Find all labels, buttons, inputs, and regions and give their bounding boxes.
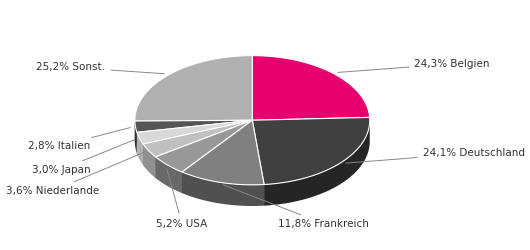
Polygon shape — [135, 120, 252, 132]
Polygon shape — [155, 120, 252, 172]
Polygon shape — [264, 122, 370, 206]
Polygon shape — [252, 56, 369, 120]
Polygon shape — [143, 144, 155, 178]
Polygon shape — [137, 120, 252, 154]
Polygon shape — [135, 120, 252, 142]
Text: 3,0% Japan: 3,0% Japan — [32, 140, 135, 174]
Polygon shape — [135, 56, 252, 121]
Polygon shape — [137, 120, 252, 144]
Polygon shape — [143, 120, 252, 165]
Polygon shape — [182, 120, 252, 193]
Polygon shape — [182, 120, 264, 185]
Text: 11,8% Frankreich: 11,8% Frankreich — [223, 185, 369, 228]
Polygon shape — [137, 132, 143, 165]
Polygon shape — [252, 120, 264, 206]
Polygon shape — [137, 120, 252, 154]
Polygon shape — [155, 157, 182, 193]
Polygon shape — [135, 121, 137, 154]
Polygon shape — [252, 118, 370, 184]
Polygon shape — [143, 120, 252, 157]
Text: 24,3% Belgien: 24,3% Belgien — [338, 59, 490, 72]
Polygon shape — [155, 120, 252, 178]
Polygon shape — [143, 120, 252, 165]
Polygon shape — [155, 120, 252, 178]
Polygon shape — [182, 120, 252, 193]
Polygon shape — [252, 120, 264, 206]
Text: 2,8% Italien: 2,8% Italien — [28, 128, 130, 151]
Polygon shape — [135, 120, 252, 142]
Text: 3,6% Niederlande: 3,6% Niederlande — [6, 152, 144, 196]
Polygon shape — [182, 172, 264, 206]
Text: 5,2% USA: 5,2% USA — [156, 168, 208, 228]
Text: 24,1% Deutschland: 24,1% Deutschland — [346, 148, 525, 163]
Text: 25,2% Sonst.: 25,2% Sonst. — [37, 62, 164, 74]
